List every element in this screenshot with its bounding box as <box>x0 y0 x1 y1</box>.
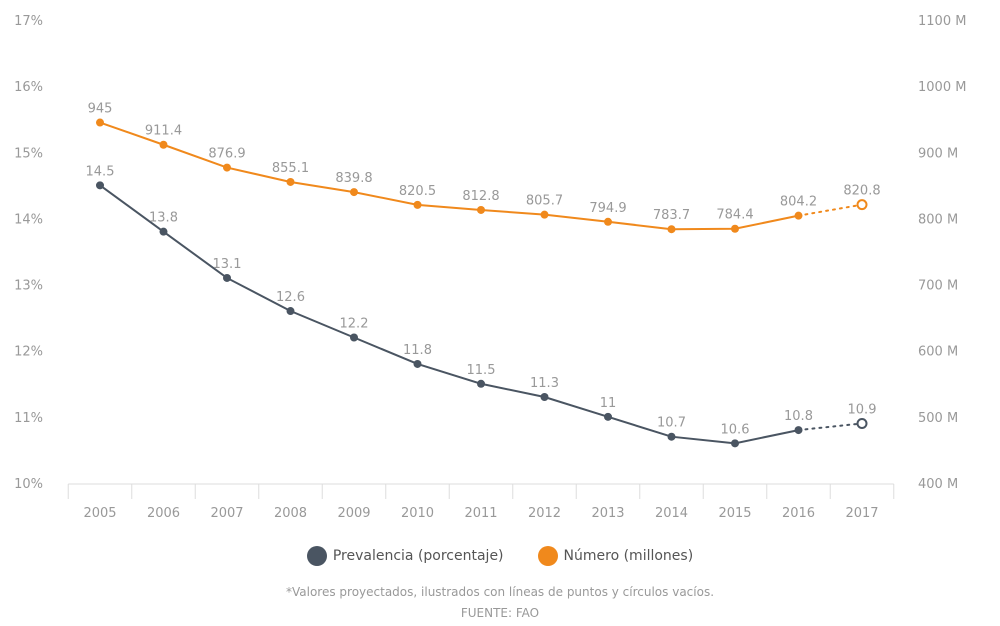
y-right-tick-label: 700 M <box>918 279 958 294</box>
data-label-prevalencia: 10.7 <box>657 416 686 431</box>
data-point-prevalencia <box>604 412 612 421</box>
data-label-numero: 804.2 <box>780 195 817 210</box>
data-label-prevalencia: 11.5 <box>467 363 496 378</box>
data-label-numero: 812.8 <box>462 189 499 204</box>
series-line-prevalencia <box>99 184 799 445</box>
y-right-tick-label: 900 M <box>918 146 958 161</box>
line-chart: 10% 11% 12% 13% 14% 15% 16% 17% 400 M 500 M 600 M 7… <box>14 14 966 521</box>
data-point-prevalencia <box>413 359 422 368</box>
data-point-numero <box>286 177 295 186</box>
data-point-numero <box>667 225 676 234</box>
x-tick-label: 2011 <box>464 506 497 521</box>
data-point-numero <box>96 118 104 127</box>
y-right-tick-label: 1100 M <box>918 14 966 29</box>
x-tick-label: 2012 <box>528 506 561 521</box>
data-label-prevalencia: 11.3 <box>530 376 559 391</box>
source-note: FUENTE: FAO <box>460 606 540 620</box>
data-label-numero: 855.1 <box>272 161 309 176</box>
data-point-numero <box>223 163 231 172</box>
y-left-tick-label: 11% <box>14 411 43 426</box>
data-point-prevalencia <box>731 439 739 448</box>
data-label-prevalencia: 13.1 <box>213 257 242 272</box>
data-label-prevalencia: 11.8 <box>403 343 432 358</box>
data-point-numero <box>159 140 168 149</box>
x-tick-label: 2015 <box>718 506 751 521</box>
x-tick-label: 2014 <box>655 506 688 521</box>
data-label-prevalencia: 12.2 <box>340 316 369 331</box>
data-label-numero: 945 <box>88 102 113 117</box>
projected-line-prevalencia <box>797 422 863 432</box>
legend-swatch-prevalencia <box>306 546 327 566</box>
y-left-tick-label: 12% <box>14 345 43 360</box>
legend-swatch-numero <box>537 546 558 566</box>
data-label-prevalencia: 10.6 <box>721 422 750 437</box>
legend-item-prevalencia[interactable]: Prevalencia (porcentaje) <box>306 546 504 566</box>
legend-label-prevalencia: Prevalencia (porcentaje) <box>332 548 504 564</box>
data-label-numero: 820.5 <box>399 184 436 199</box>
data-label-prevalencia: 11 <box>600 396 617 411</box>
data-label-numero: 911.4 <box>145 124 182 139</box>
projection-note: *Valores proyectados, ilustrados con lín… <box>285 585 715 599</box>
data-point-prevalencia <box>286 307 295 316</box>
data-point-numero <box>794 211 803 220</box>
data-label-prevalencia: 10.8 <box>784 409 813 424</box>
data-point-prevalencia <box>477 379 485 388</box>
projected-point-prevalencia <box>856 417 868 429</box>
data-point-prevalencia <box>350 333 358 342</box>
y-right-tick-label: 500 M <box>918 411 958 426</box>
data-label-numero: 820.8 <box>843 184 880 199</box>
legend: Prevalencia (porcentaje) Número (millone… <box>0 546 1000 566</box>
data-point-numero <box>413 200 422 209</box>
x-tick-label: 2013 <box>591 506 624 521</box>
data-label-numero: 783.7 <box>653 208 690 223</box>
x-tick-label: 2016 <box>782 506 815 521</box>
y-right-tick-label: 1000 M <box>918 80 966 95</box>
y-right-tick-label: 400 M <box>918 477 958 492</box>
projected-point-numero <box>856 199 868 211</box>
y-right-tick-label: 800 M <box>918 212 958 227</box>
data-label-prevalencia: 14.5 <box>86 164 115 179</box>
x-tick-label: 2017 <box>845 506 878 521</box>
data-label-numero: 794.9 <box>589 201 626 216</box>
data-label-numero: 876.9 <box>208 147 245 162</box>
y-left-tick-label: 10% <box>14 477 43 492</box>
y-left-tick-label: 15% <box>14 146 43 161</box>
x-tick-label: 2005 <box>83 506 116 521</box>
data-point-numero <box>350 188 358 197</box>
x-tick-label: 2009 <box>337 506 370 521</box>
data-point-numero <box>477 205 485 214</box>
series-line-numero <box>99 121 799 231</box>
y-left-tick-label: 17% <box>14 14 43 29</box>
data-point-numero <box>604 217 612 226</box>
x-tick-label: 2010 <box>401 506 434 521</box>
x-tick-label: 2008 <box>274 506 307 521</box>
data-point-prevalencia <box>794 426 803 435</box>
legend-label-numero: Número (millones) <box>563 548 694 564</box>
data-label-numero: 805.7 <box>526 194 563 209</box>
legend-item-numero[interactable]: Número (millones) <box>537 546 694 566</box>
x-tick-label: 2006 <box>147 506 180 521</box>
data-label-prevalencia: 13.8 <box>149 211 178 226</box>
data-point-prevalencia <box>223 273 231 282</box>
data-label-numero: 784.4 <box>716 208 753 223</box>
data-point-numero <box>540 210 549 219</box>
y-left-tick-label: 16% <box>14 80 43 95</box>
data-point-prevalencia <box>540 393 549 402</box>
data-point-prevalencia <box>96 181 104 190</box>
data-point-prevalencia <box>667 432 676 441</box>
data-label-prevalencia: 12.6 <box>276 290 305 305</box>
data-label-numero: 839.8 <box>335 171 372 186</box>
y-right-tick-label: 600 M <box>918 345 958 360</box>
x-tick-label: 2007 <box>210 506 243 521</box>
y-left-tick-label: 14% <box>14 212 43 227</box>
data-point-prevalencia <box>159 227 168 236</box>
data-label-prevalencia: 10.9 <box>848 402 877 417</box>
data-point-numero <box>731 224 739 233</box>
y-left-tick-label: 13% <box>14 279 43 294</box>
